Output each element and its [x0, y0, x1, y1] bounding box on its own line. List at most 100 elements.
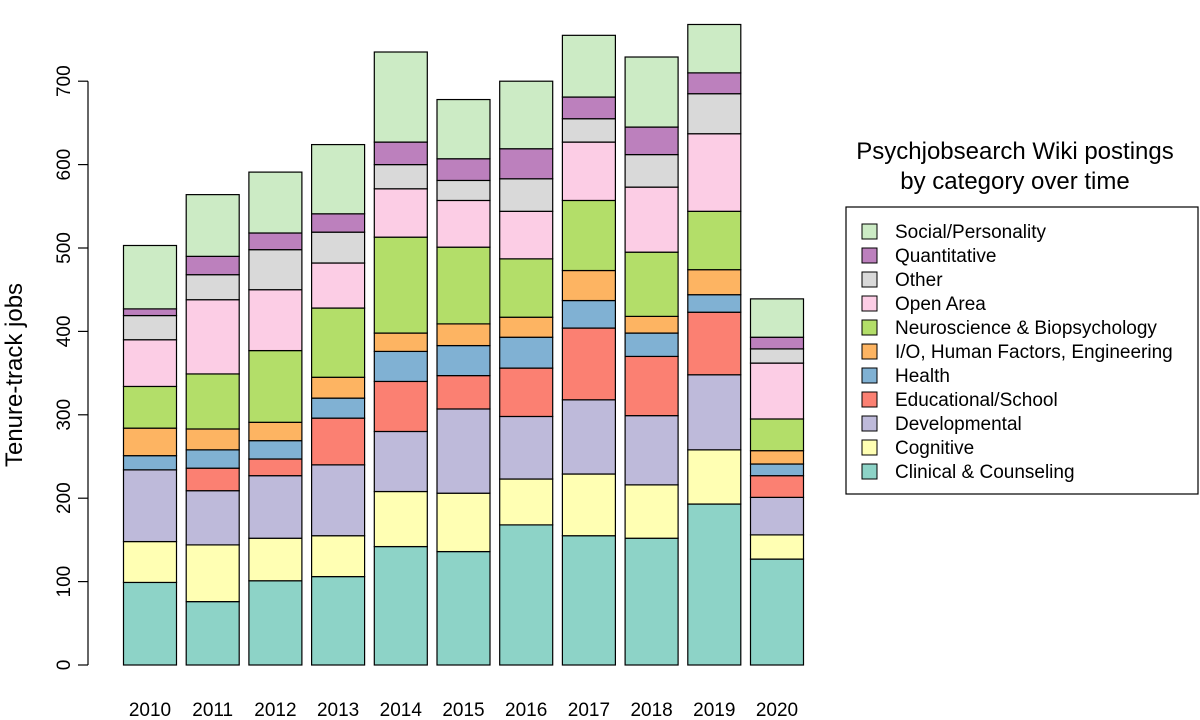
legend-label: Cognitive: [895, 438, 974, 459]
bar-segment: [561, 473, 617, 537]
bar-segment: [749, 336, 805, 350]
legend-label: Developmental: [895, 414, 1022, 435]
y-tick-label: 0: [54, 660, 75, 671]
bar-segment: [499, 210, 554, 260]
bar-segment: [311, 213, 366, 233]
bar-segment: [373, 430, 428, 493]
bar-segment: [749, 496, 805, 536]
bar-segment: [373, 332, 428, 353]
bar-segment: [311, 231, 366, 264]
x-tick-label: 2014: [380, 700, 423, 720]
legend-swatch: [861, 271, 878, 288]
y-axis: 0 100 200 300 400 500 600 700: [54, 65, 89, 671]
bar-segment: [122, 455, 178, 471]
y-tick-label: 500: [54, 232, 75, 264]
legend-swatch: [861, 223, 878, 240]
bar-stack-2018: [624, 56, 679, 666]
bar-segment: [624, 332, 679, 358]
bar-segment: [311, 417, 366, 466]
bar-segment: [311, 535, 366, 578]
bar-segment: [436, 179, 491, 202]
bar-segment: [561, 96, 617, 120]
bar-segment: [122, 385, 178, 429]
bar-segment: [624, 484, 679, 539]
bar-segment: [749, 558, 805, 666]
legend-swatch: [861, 439, 878, 456]
bar-segment: [749, 463, 805, 477]
bar-segment: [311, 307, 366, 378]
bar-segment: [185, 255, 240, 276]
bar-segment: [624, 415, 679, 486]
bar-segment: [248, 289, 303, 352]
legend-title-line-2: by category over time: [900, 168, 1129, 195]
bar-segment: [373, 164, 428, 190]
bar-segment: [248, 421, 303, 442]
bar-segment: [373, 380, 428, 433]
legend-label: Neuroscience & Biopsychology: [895, 318, 1157, 339]
legend-swatch: [861, 319, 878, 336]
bar-segment: [248, 440, 303, 460]
bar-segment: [311, 376, 366, 399]
bar-segment: [373, 236, 428, 334]
bar-segment: [436, 408, 491, 494]
bar-segment: [248, 475, 303, 539]
bar-segment: [624, 186, 679, 253]
legend-swatch: [861, 295, 878, 312]
legend-label: Quantitative: [895, 246, 996, 267]
bars: [122, 23, 805, 666]
bar-segment: [561, 199, 617, 272]
bar-stack-2017: [561, 34, 617, 666]
bar-segment: [561, 269, 617, 302]
x-tick-label: 2011: [192, 700, 233, 720]
bar-segment: [185, 428, 240, 451]
bar-stack-2014: [373, 51, 428, 666]
bar-segment: [436, 344, 491, 377]
bar-segment: [248, 580, 303, 666]
bar-segment: [687, 269, 742, 296]
y-tick-label: 400: [54, 316, 75, 348]
bar-segment: [561, 327, 617, 401]
x-tick-label: 2020: [756, 700, 798, 720]
bar-stack-2012: [248, 171, 303, 666]
x-tick-label: 2013: [317, 700, 359, 720]
legend-title-line-1: Psychjobsearch Wiki postings: [856, 138, 1173, 165]
bar-segment: [185, 544, 240, 603]
bar-segment: [436, 323, 491, 347]
legend-label: Social/Personality: [895, 222, 1047, 243]
bar-segment: [185, 601, 240, 666]
y-tick-label: 200: [54, 482, 75, 514]
bar-stack-2019: [687, 23, 742, 666]
bar-segment: [373, 51, 428, 143]
x-tick-label: 2015: [442, 700, 484, 720]
bar-segment: [311, 262, 366, 309]
bar-segment: [499, 80, 554, 150]
bar-segment: [436, 98, 491, 160]
legend-swatch: [861, 343, 878, 360]
bar-stack-2013: [311, 143, 366, 666]
bar-segment: [436, 246, 491, 325]
legend-swatch: [861, 415, 878, 432]
legend-label: Clinical & Counseling: [895, 462, 1075, 483]
bar-segment: [749, 418, 805, 452]
legend-label: Open Area: [895, 294, 986, 315]
bar-segment: [373, 350, 428, 383]
bar-segment: [749, 298, 805, 338]
y-tick-label: 300: [54, 399, 75, 431]
bar-segment: [373, 545, 428, 666]
legend: Psychjobsearch Wiki postings by category…: [845, 138, 1199, 495]
bar-segment: [687, 210, 742, 271]
legend-label: Educational/School: [895, 390, 1058, 411]
y-tick-label: 600: [54, 149, 75, 181]
bar-segment: [624, 537, 679, 666]
legend-label: I/O, Human Factors, Engineering: [895, 342, 1173, 363]
bar-segment: [436, 375, 491, 410]
bar-segment: [122, 339, 178, 388]
bar-segment: [687, 294, 742, 313]
bar-segment: [624, 355, 679, 417]
bar-segment: [499, 524, 554, 666]
bar-segment: [687, 93, 742, 135]
bar-stack-2010: [122, 244, 178, 666]
bar-segment: [436, 492, 491, 553]
bar-segment: [624, 56, 679, 128]
bar-segment: [687, 133, 742, 212]
